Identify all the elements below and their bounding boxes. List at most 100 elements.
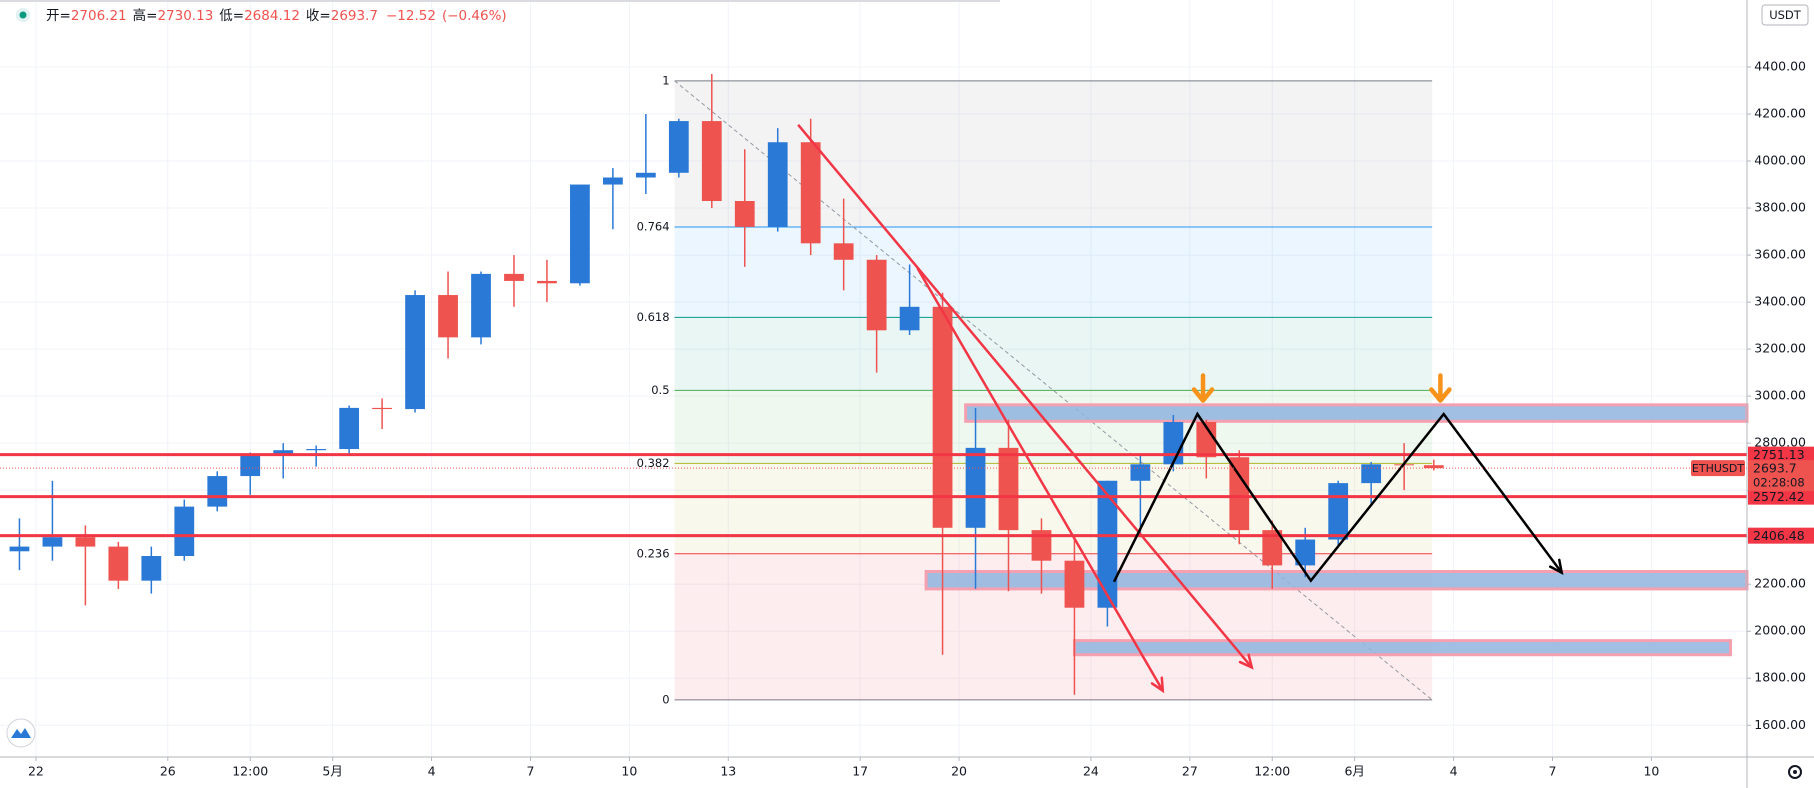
level-label: 2751.13 — [1753, 447, 1805, 462]
x-tick-label: 24 — [1083, 764, 1099, 779]
candle-body — [833, 243, 854, 260]
y-tick-label: 4200.00 — [1754, 106, 1806, 121]
y-tick-label: 1600.00 — [1754, 717, 1806, 732]
arrow-head — [1238, 653, 1254, 670]
candle-body — [998, 447, 1019, 531]
currency-label[interactable]: USDT — [1769, 8, 1802, 22]
fib-band — [674, 390, 1433, 464]
candle-body — [372, 407, 392, 410]
zone-layer — [924, 403, 1749, 657]
candle-body — [273, 450, 294, 455]
candle-body — [1328, 483, 1349, 540]
price-label-bg — [1748, 460, 1814, 492]
x-tick-label: 6月 — [1344, 764, 1364, 779]
x-tick-label: 7 — [526, 764, 534, 779]
candle-body — [504, 273, 524, 281]
x-tick-label: 20 — [951, 764, 967, 779]
zone — [924, 570, 1749, 591]
candle-body — [339, 407, 360, 450]
candle-body — [734, 201, 755, 227]
candle-body — [1295, 539, 1316, 566]
candle-body — [207, 476, 228, 507]
level-label-bg — [1748, 527, 1814, 544]
fib-layer: 0 0.236 0.382 0.5 0.618 0.764 1 — [637, 73, 1433, 706]
candle-body — [602, 177, 623, 185]
candle-body — [866, 259, 887, 331]
candle-body — [405, 295, 425, 410]
fib-level-label: 1 — [662, 73, 669, 87]
logo-ring[interactable] — [6, 718, 36, 748]
y-tick-label: 2800.00 — [1754, 435, 1806, 450]
candle-body — [471, 273, 491, 338]
projection-path — [1112, 411, 1563, 583]
candle-body — [701, 121, 722, 202]
x-tick-label: 5月 — [322, 764, 342, 779]
fib-band — [674, 226, 1433, 318]
currency-box[interactable] — [1761, 4, 1809, 26]
candle-layer — [9, 74, 1444, 695]
x-tick-label: 10 — [1643, 764, 1659, 779]
fib-level-label: 0.236 — [637, 546, 670, 560]
level-label-bg — [1748, 446, 1814, 463]
level-label: 2572.42 — [1753, 489, 1805, 504]
candle-body — [635, 172, 656, 178]
trend-arrow — [797, 124, 1253, 669]
candle-body — [1262, 530, 1283, 566]
settings-gear[interactable] — [1788, 765, 1802, 779]
symbol-label: ETHUSDT — [1692, 462, 1744, 475]
x-tick-label: 13 — [720, 764, 736, 779]
candle-body — [668, 121, 689, 173]
x-tick-label: 4 — [1450, 764, 1458, 779]
candle-body — [306, 449, 327, 451]
fib-level-label: 0.5 — [651, 383, 669, 397]
arrow-head — [1548, 558, 1564, 575]
low-value: 2684.12 — [244, 8, 300, 24]
fib-band — [674, 317, 1433, 391]
x-tick-label: 4 — [428, 764, 436, 779]
candle-body — [1130, 464, 1151, 481]
open-label: 开= — [46, 8, 71, 24]
change-value: −12.52 — [386, 8, 436, 24]
level-label-bg — [1748, 488, 1814, 505]
candle-body — [141, 555, 162, 581]
label-layer: 2751.13 2572.42 2406.48 ETHUSDT 2693.702:28:… — [1691, 446, 1814, 544]
candle-body — [1229, 457, 1250, 531]
trend-arrow — [916, 267, 1164, 692]
y-tick-label: 4000.00 — [1754, 153, 1806, 168]
fib-level-label: 0.618 — [637, 310, 670, 324]
y-tick-label: 3400.00 — [1754, 294, 1806, 309]
ohlc-header: 开=2706.21 高=2730.13 低=2684.12 收=2693.7 −12.5… — [46, 7, 507, 24]
open-value: 2706.21 — [71, 8, 127, 24]
change-percent: (−0.46%) — [442, 8, 507, 24]
candle-body — [1163, 421, 1184, 465]
zone — [1072, 639, 1733, 657]
y-tick-label: 4400.00 — [1754, 59, 1806, 74]
x-tick-label: 22 — [28, 764, 44, 779]
candle-body — [932, 306, 953, 528]
candle-body — [1196, 421, 1217, 458]
candle-body — [1361, 464, 1382, 484]
x-tick-label: 17 — [852, 764, 868, 779]
candle-body — [570, 184, 590, 284]
price-label: 2693.7 — [1753, 461, 1797, 476]
y-tick-label: 2200.00 — [1754, 576, 1806, 591]
x-tick-label: 7 — [1549, 764, 1557, 779]
x-tick-label: 10 — [621, 764, 637, 779]
logo-icon[interactable] — [11, 728, 31, 738]
settings-gear-hub[interactable] — [1793, 770, 1797, 774]
x-tick-label: 27 — [1182, 764, 1198, 779]
symbol-label-bg — [1691, 460, 1745, 477]
high-label: 高= — [133, 7, 158, 24]
x-tick-label: 12:00 — [1254, 764, 1290, 779]
y-tick-label: 2000.00 — [1754, 623, 1806, 638]
candle-body — [1423, 465, 1444, 469]
fib-band — [674, 463, 1433, 554]
low-label: 低= — [219, 8, 244, 24]
candle-body — [75, 537, 96, 547]
candle-body — [899, 306, 920, 331]
y-tick-label: 1800.00 — [1754, 670, 1806, 685]
drawing-layer — [0, 124, 1747, 694]
